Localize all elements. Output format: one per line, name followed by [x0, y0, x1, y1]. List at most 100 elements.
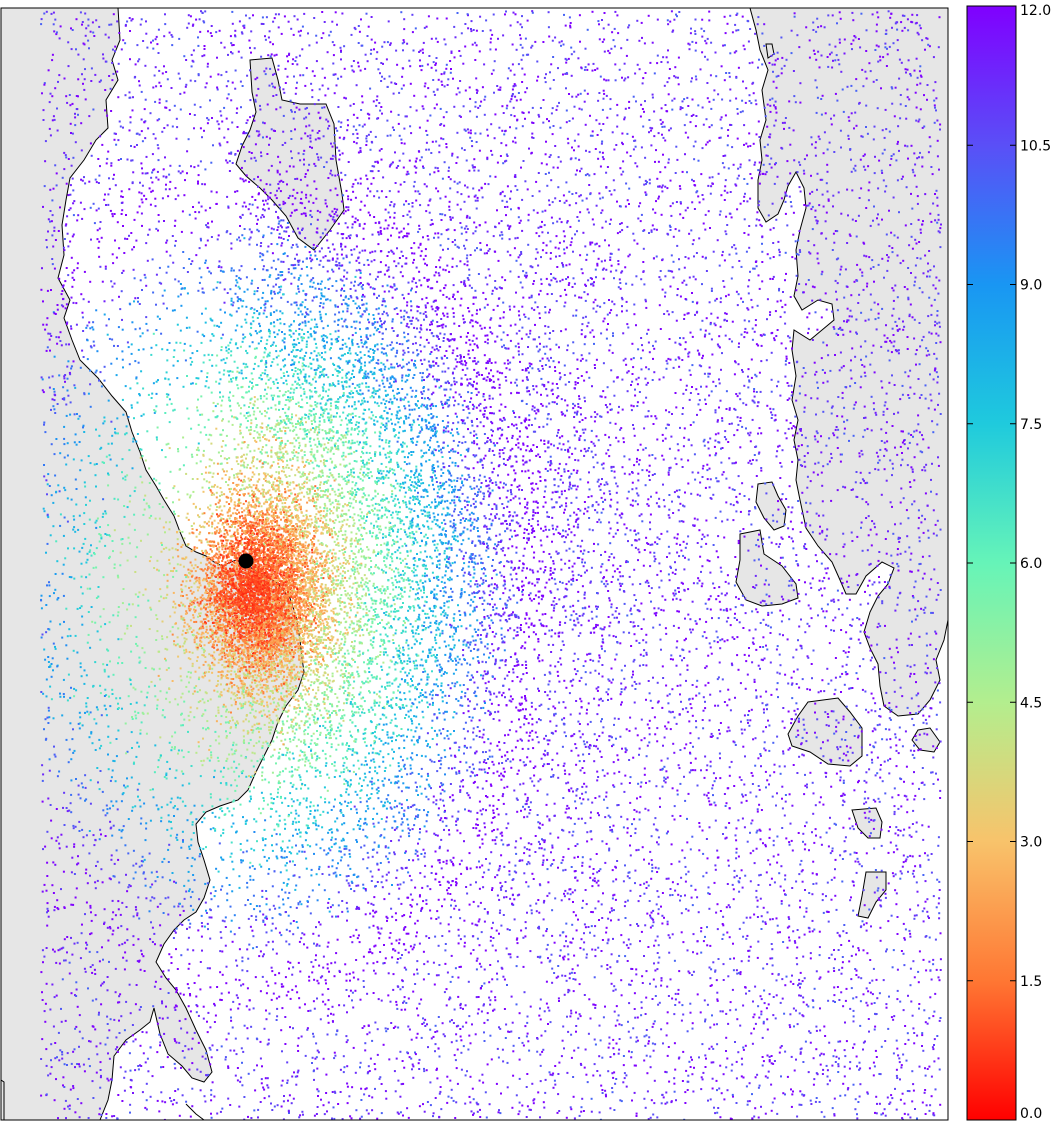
particle [434, 107, 436, 109]
particle [425, 304, 427, 306]
particle [237, 671, 239, 673]
particle [394, 806, 396, 808]
particle [581, 168, 583, 170]
particle [529, 569, 531, 571]
particle [894, 679, 896, 681]
particle [357, 343, 359, 345]
particle [340, 47, 342, 49]
particle [211, 668, 213, 670]
particle [583, 455, 585, 457]
particle [524, 647, 526, 649]
particle [620, 575, 622, 577]
particle [446, 1004, 448, 1006]
particle [424, 263, 426, 265]
particle [770, 411, 772, 413]
particle [557, 387, 559, 389]
particle [365, 54, 367, 56]
particle [239, 887, 241, 889]
particle [776, 979, 778, 981]
particle [933, 1011, 935, 1013]
particle [727, 144, 729, 146]
particle [531, 702, 533, 704]
particle [361, 602, 363, 604]
particle [907, 69, 909, 71]
particle [285, 231, 287, 233]
particle [288, 495, 290, 497]
particle [503, 787, 505, 789]
particle [665, 438, 667, 440]
particle [125, 723, 127, 725]
particle [369, 948, 371, 950]
particle [528, 519, 530, 521]
particle [928, 331, 930, 333]
particle [583, 513, 585, 515]
particle [509, 369, 511, 371]
particle [635, 599, 637, 601]
particle [679, 655, 681, 657]
particle [112, 262, 114, 264]
particle [779, 673, 781, 675]
particle [808, 279, 810, 281]
particle [720, 511, 722, 513]
particle [599, 1025, 601, 1027]
particle [676, 723, 678, 725]
particle [312, 427, 314, 429]
particle [581, 818, 583, 820]
particle [385, 196, 387, 198]
particle [808, 849, 810, 851]
particle [117, 499, 119, 501]
particle [227, 768, 229, 770]
particle [438, 145, 440, 147]
particle [135, 756, 137, 758]
particle [802, 376, 804, 378]
particle [410, 247, 412, 249]
particle [145, 828, 147, 830]
particle [226, 966, 228, 968]
particle [137, 896, 139, 898]
particle [438, 274, 440, 276]
particle [581, 540, 583, 542]
particle [689, 399, 691, 401]
particle [239, 1003, 241, 1005]
particle [722, 162, 724, 164]
particle [493, 468, 495, 470]
particle [324, 691, 326, 693]
particle [81, 149, 83, 151]
particle [750, 463, 752, 465]
particle [316, 1113, 318, 1115]
particle [423, 536, 425, 538]
particle [664, 505, 666, 507]
particle [544, 210, 546, 212]
particle [316, 42, 318, 44]
particle [145, 316, 147, 318]
particle [246, 122, 248, 124]
particle [924, 193, 926, 195]
particle [342, 412, 344, 414]
particle [423, 42, 425, 44]
particle [552, 759, 554, 761]
particle [235, 727, 237, 729]
particle [468, 170, 470, 172]
particle [218, 871, 220, 873]
particle [213, 625, 215, 627]
particle [510, 499, 512, 501]
particle [455, 824, 457, 826]
particle [289, 422, 291, 424]
particle [873, 408, 875, 410]
particle [198, 174, 200, 176]
particle [416, 487, 418, 489]
particle [826, 528, 828, 530]
particle [316, 406, 318, 408]
particle [810, 208, 812, 210]
particle [398, 262, 400, 264]
particle [501, 835, 503, 837]
particle [630, 358, 632, 360]
particle [932, 698, 934, 700]
particle [940, 341, 942, 343]
particle [653, 979, 655, 981]
particle [267, 873, 269, 875]
particle [506, 367, 508, 369]
particle [821, 1111, 823, 1113]
particle [220, 309, 222, 311]
particle [524, 991, 526, 993]
